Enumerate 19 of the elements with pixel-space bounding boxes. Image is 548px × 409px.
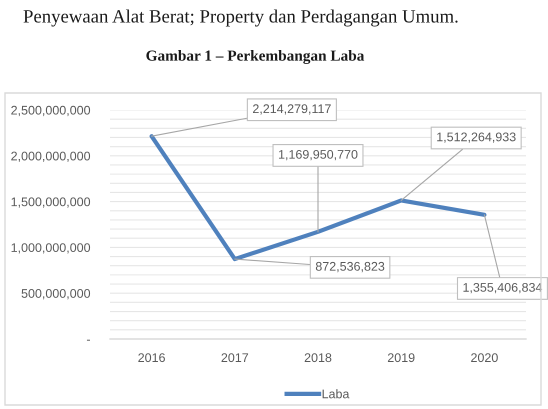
data-label: 1,512,264,933 xyxy=(437,132,516,143)
data-label: 2,214,279,117 xyxy=(253,104,331,115)
legend-label: Laba xyxy=(322,389,350,398)
chart-title: Gambar 1 – Perkembangan Laba xyxy=(146,50,364,64)
y-tick-label: 1,000,000,000 xyxy=(12,243,90,254)
y-tick-label: 1,500,000,000 xyxy=(12,197,90,208)
data-label: 1,355,406,834 xyxy=(463,282,542,294)
y-tick-label: 500,000,000 xyxy=(22,289,90,300)
x-tick-label: 2016 xyxy=(138,353,165,362)
text: Penyewaan Alat Berat; Property dan Perdagangan Umum. xyxy=(24,9,458,27)
y-tick-label: 2,500,000,000 xyxy=(11,106,90,116)
data-label: 872,536,823 xyxy=(316,262,384,272)
y-tick-label: - xyxy=(86,340,90,341)
x-tick-label: 2017 xyxy=(222,353,248,362)
data-label: 1,169,950,770 xyxy=(278,150,358,160)
x-tick-label: 2020 xyxy=(471,353,498,362)
x-tick-label: 2019 xyxy=(388,353,415,362)
y-tick-label: 2,000,000,000 xyxy=(11,152,90,162)
x-tick-label: 2018 xyxy=(304,353,332,362)
